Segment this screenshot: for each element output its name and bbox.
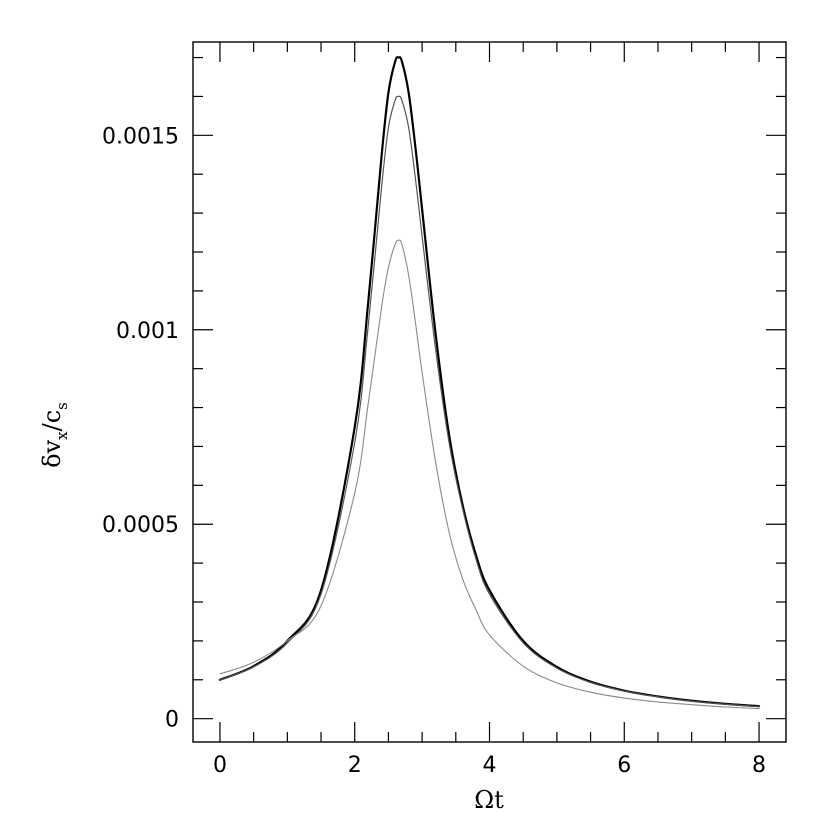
plot-area xyxy=(192,41,787,743)
y-axis: 0 0.0005 0.001 0.0015 xyxy=(102,56,786,733)
series-line-3 xyxy=(219,239,760,710)
series-line-2 xyxy=(219,95,760,708)
plot-frame xyxy=(192,41,787,743)
x-axis-label: Ωt xyxy=(474,786,504,814)
y-tick-label: 0.001 xyxy=(116,319,179,344)
y-label-sub-x: x xyxy=(53,431,71,440)
series-line-1 xyxy=(218,56,761,708)
x-tick-label: 8 xyxy=(752,753,766,778)
x-tick-label: 6 xyxy=(617,753,631,778)
y-tick-label: 0.0015 xyxy=(102,124,179,149)
x-axis: 0 2 4 6 8 xyxy=(213,42,766,778)
y-axis-label: δvx/cs xyxy=(38,402,71,468)
y-tick-label: 0.0005 xyxy=(102,513,179,538)
x-tick-label: 4 xyxy=(483,753,497,778)
x-tick-label: 0 xyxy=(213,753,227,778)
y-label-mid: /c xyxy=(38,410,66,432)
y-label-main: δv xyxy=(38,439,66,467)
y-tick-label: 0 xyxy=(165,708,179,733)
x-tick-label: 2 xyxy=(348,753,362,778)
y-label-sub-s: s xyxy=(53,402,71,410)
